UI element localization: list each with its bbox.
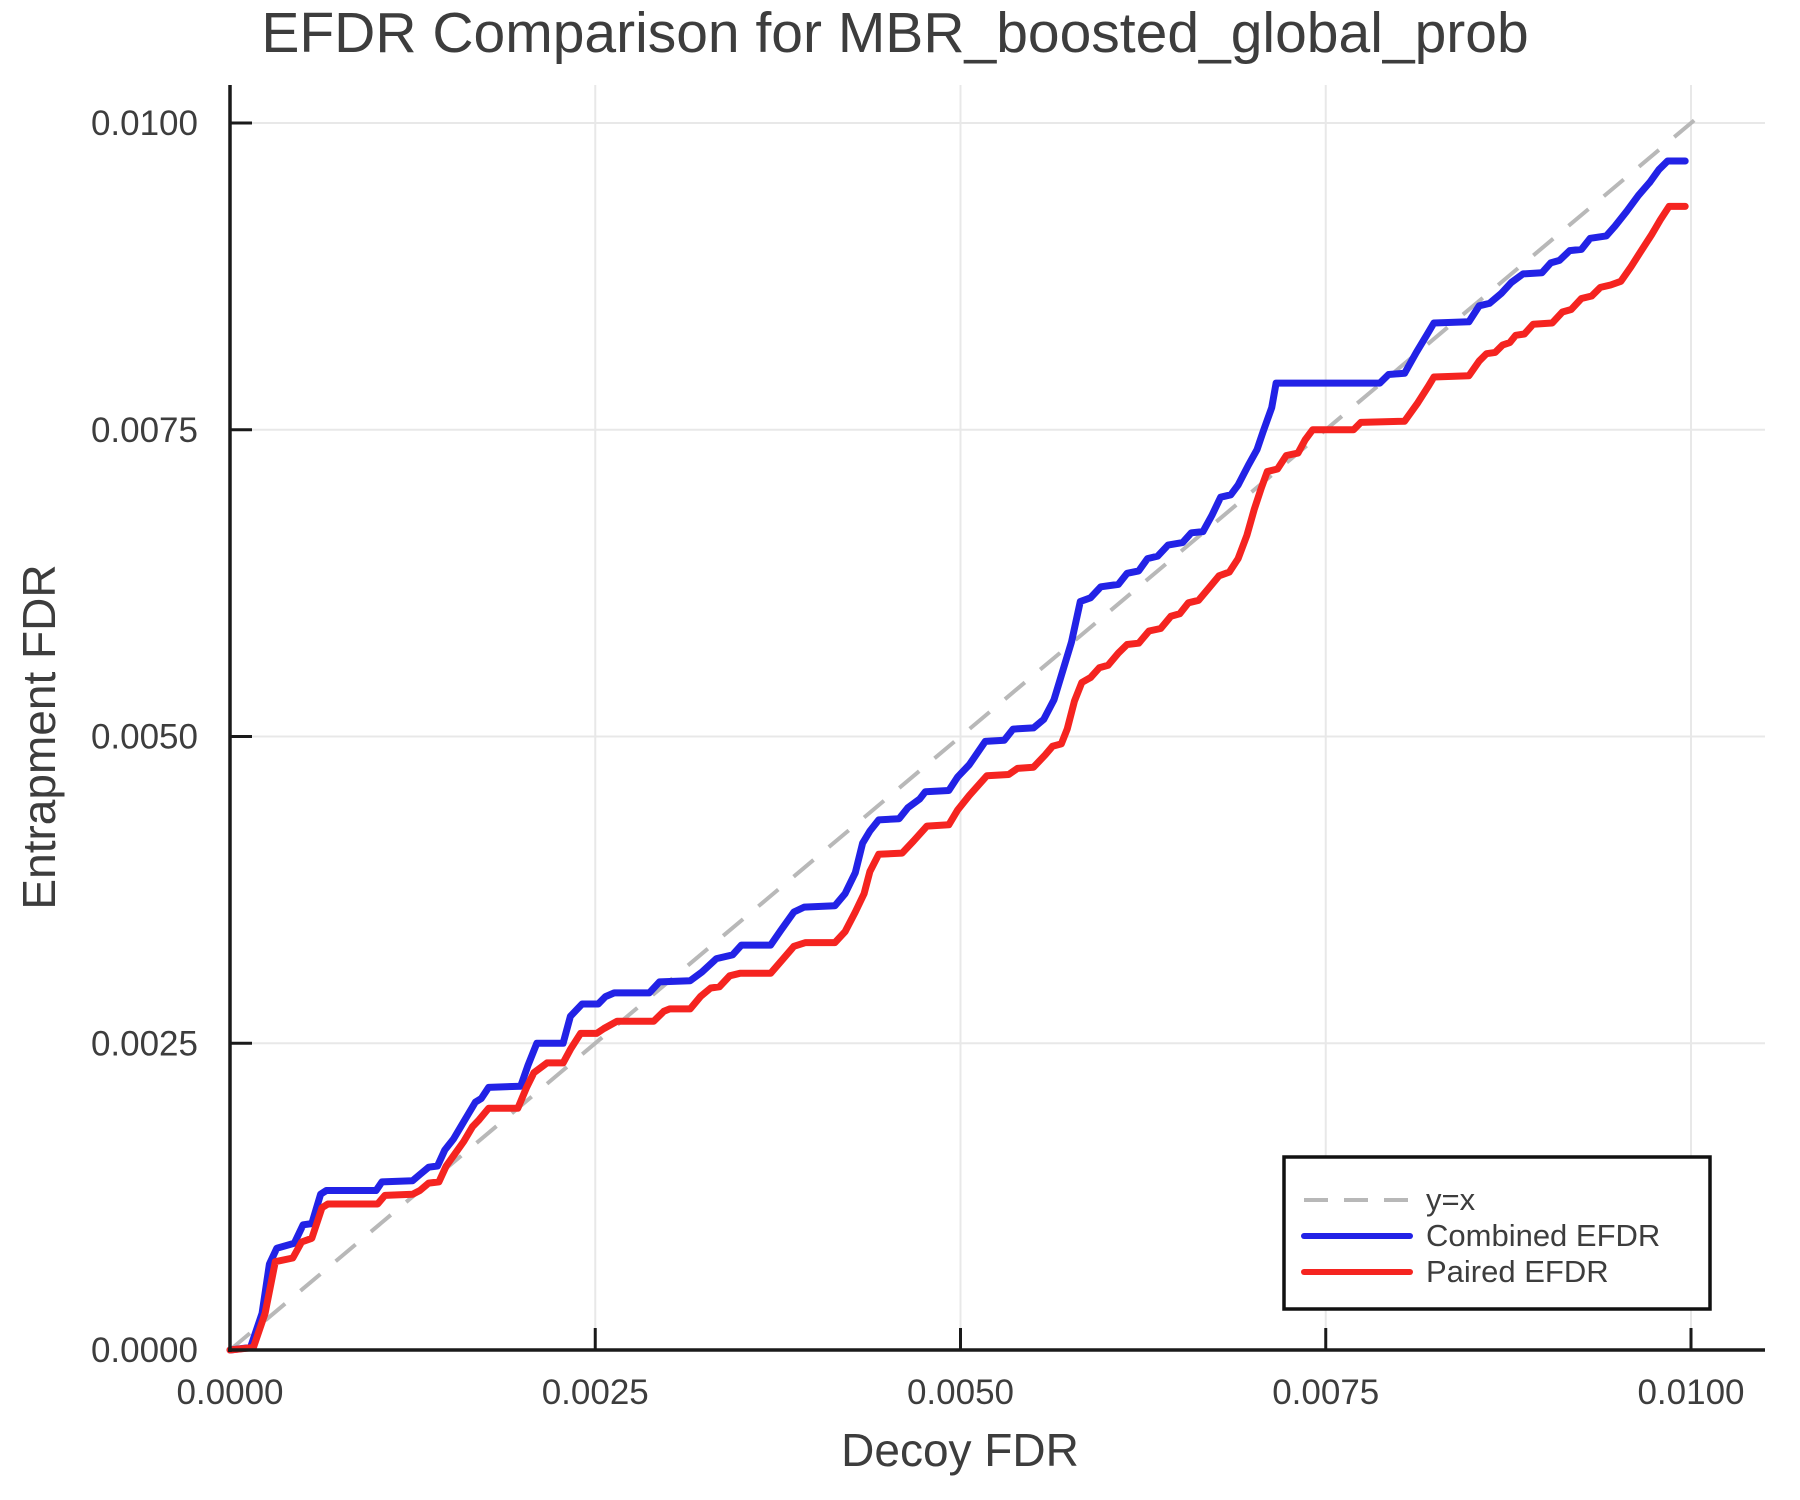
tick-marks bbox=[228, 121, 1693, 1352]
x-tick-label: 0.0075 bbox=[1272, 1373, 1379, 1412]
y-tick-label: 0.0025 bbox=[91, 1024, 198, 1063]
legend-label-diagonal: y=x bbox=[1426, 1182, 1476, 1217]
x-tick-label: 0.0100 bbox=[1637, 1373, 1744, 1412]
legend-label-combined: Combined EFDR bbox=[1426, 1218, 1660, 1253]
x-tick-labels: 0.0000 0.0025 0.0050 0.0075 0.0100 bbox=[176, 1373, 1744, 1412]
legend-label-paired: Paired EFDR bbox=[1426, 1254, 1609, 1289]
y-tick-labels: 0.0000 0.0025 0.0050 0.0075 0.0100 bbox=[91, 104, 198, 1370]
x-axis-label: Decoy FDR bbox=[841, 1424, 1079, 1476]
y-tick-label: 0.0050 bbox=[91, 718, 198, 757]
x-tick-label: 0.0000 bbox=[176, 1373, 283, 1412]
x-tick-label: 0.0025 bbox=[542, 1373, 649, 1412]
gridlines bbox=[230, 85, 1765, 1350]
y-tick-label: 0.0000 bbox=[91, 1331, 198, 1370]
chart-title: EFDR Comparison for MBR_boosted_global_p… bbox=[261, 1, 1528, 65]
combined-efdr-line bbox=[226, 157, 1689, 1354]
y-tick-label: 0.0075 bbox=[91, 411, 198, 450]
legend: y=x Combined EFDR Paired EFDR bbox=[1282, 1155, 1712, 1311]
plot-area bbox=[230, 85, 1765, 1352]
y-axis-label: Entrapment FDR bbox=[13, 564, 65, 909]
y-tick-label: 0.0100 bbox=[91, 104, 198, 143]
paired-efdr-line bbox=[226, 202, 1689, 1354]
x-tick-label: 0.0050 bbox=[907, 1373, 1014, 1412]
